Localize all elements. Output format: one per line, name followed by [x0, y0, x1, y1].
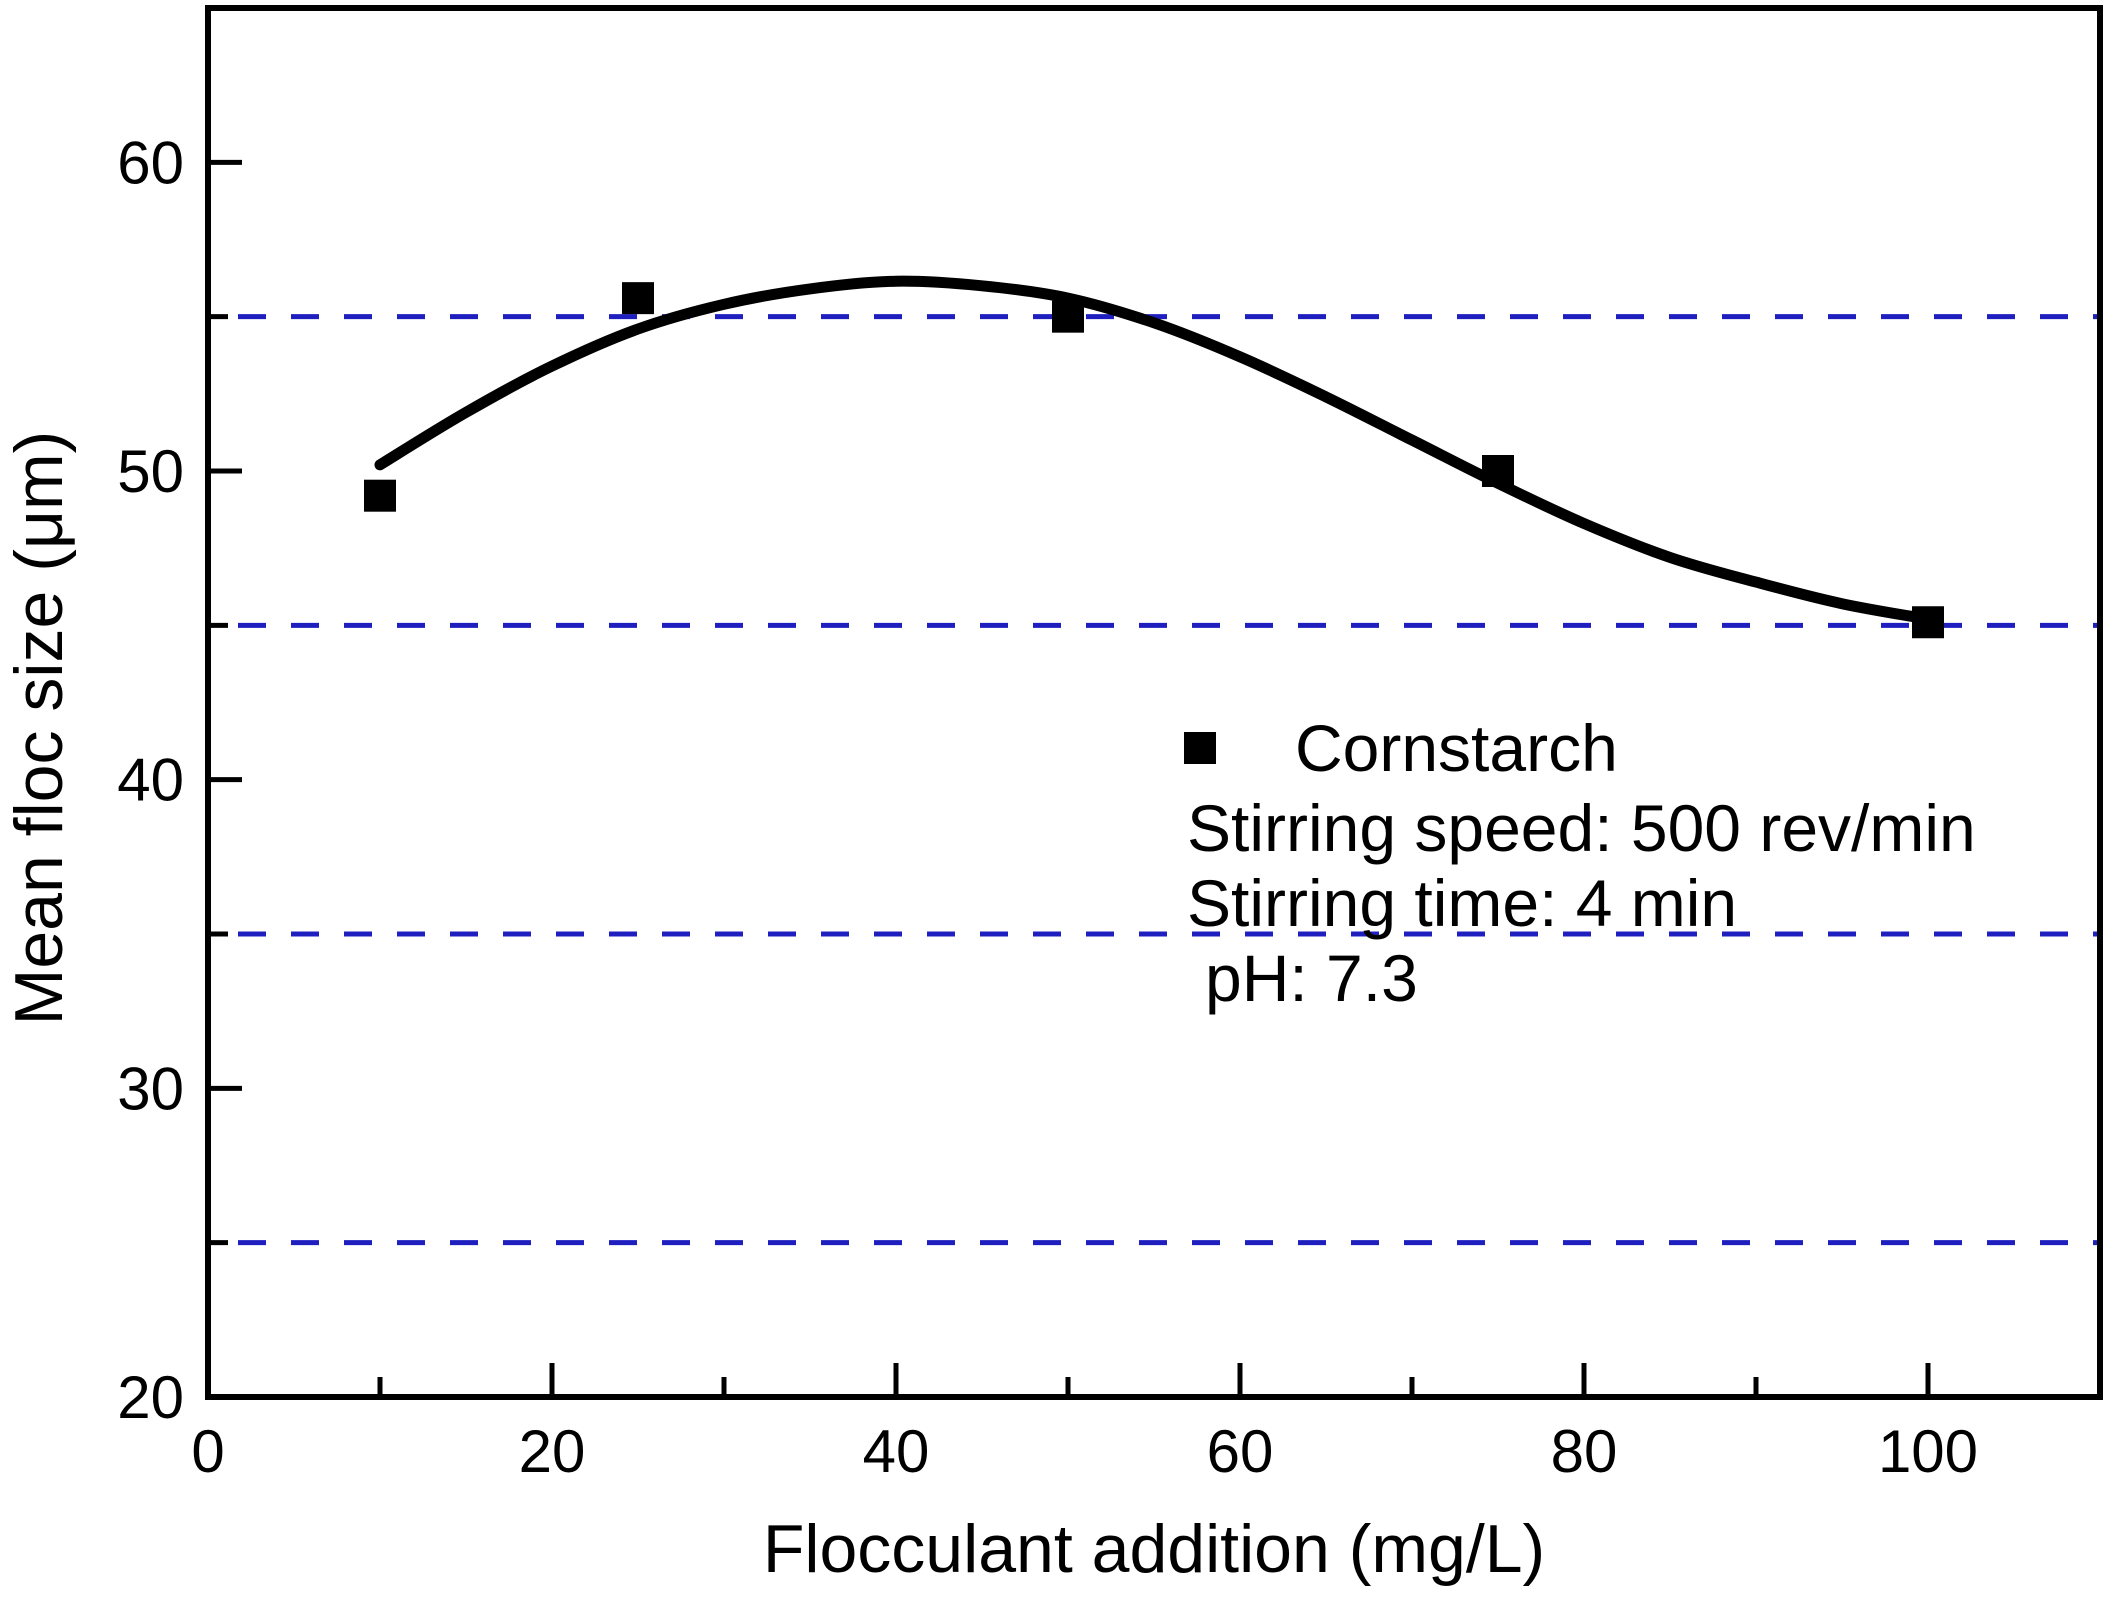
annotation-ph: pH: 7.3 [1205, 941, 1418, 1015]
legend-marker-square [1184, 732, 1216, 764]
data-point-marker [622, 282, 654, 315]
annotation-stirring-speed: Stirring speed: 500 rev/min [1187, 791, 1976, 865]
x-tick-label: 80 [1551, 1418, 1618, 1485]
axis-frame [205, 5, 2103, 1400]
data-point-marker [1482, 455, 1514, 487]
y-tick-label: 30 [117, 1055, 184, 1122]
y-axis-title: Mean floc size (μm) [1, 431, 77, 1026]
x-axis-title: Flocculant addition (mg/L) [763, 1511, 1545, 1587]
data-point-marker [1052, 300, 1084, 333]
plot-graphics [205, 5, 2103, 1400]
x-tick-label: 40 [863, 1418, 930, 1485]
fit-curve [374, 275, 1934, 625]
legend-label: Cornstarch [1295, 711, 1618, 785]
data-point-marker [1912, 606, 1944, 639]
y-tick-label: 20 [117, 1364, 184, 1431]
x-tick-label: 20 [519, 1418, 586, 1485]
x-tick-label: 100 [1878, 1418, 1978, 1485]
data-point-marker [364, 479, 396, 512]
y-tick-label: 50 [117, 438, 184, 505]
y-tick-label: 40 [117, 747, 184, 814]
y-tick-label: 60 [117, 129, 184, 196]
x-tick-label: 60 [1207, 1418, 1274, 1485]
annotation-stirring-time: Stirring time: 4 min [1187, 866, 1737, 940]
x-tick-label: 0 [191, 1418, 224, 1485]
